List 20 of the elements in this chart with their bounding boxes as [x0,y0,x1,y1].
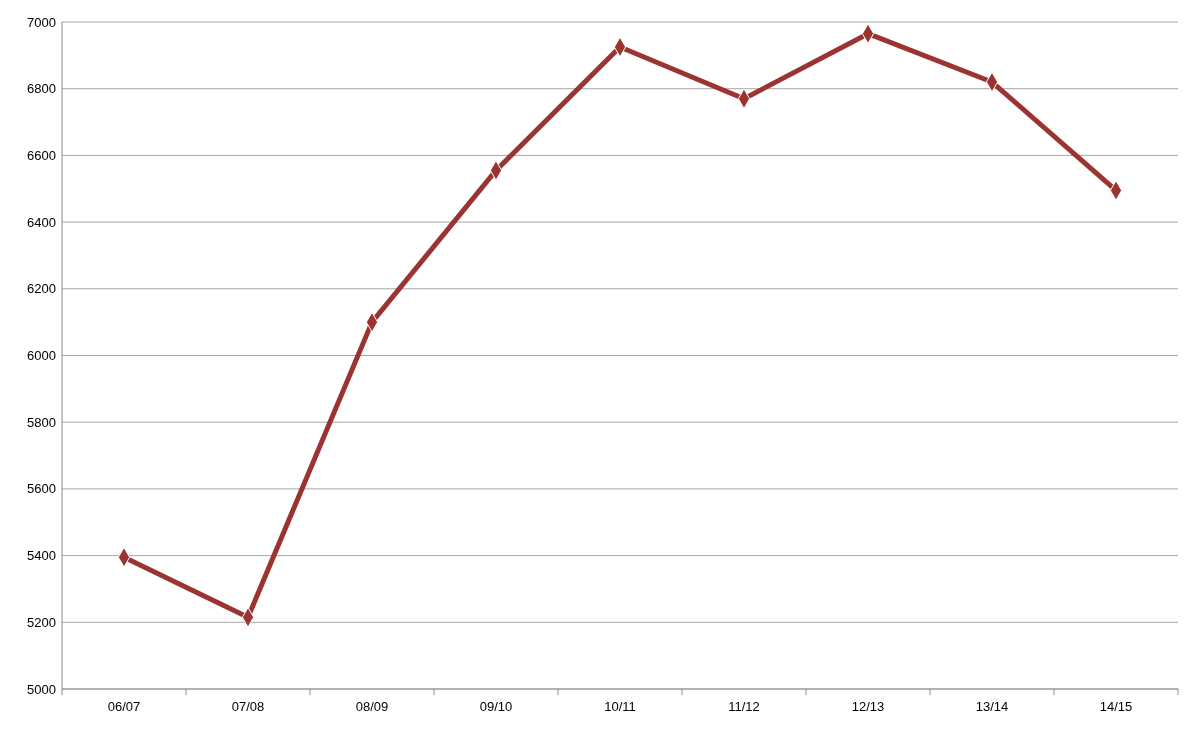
y-tick-label: 5400 [27,548,56,564]
y-tick-label: 5600 [27,481,56,497]
x-tick-label: 06/07 [107,699,141,714]
y-tick-label: 6000 [27,348,56,364]
x-tick-label: 10/11 [604,699,636,714]
y-tick-label: 5200 [27,614,56,630]
y-tick-label: 7000 [27,14,56,30]
y-tick-label: 6200 [27,281,56,297]
y-tick-label: 6400 [27,214,56,230]
x-tick-label: 14/15 [1099,699,1133,714]
x-tick-label: 13/14 [975,699,1009,714]
x-tick-label: 12/13 [851,699,885,714]
x-tick-label: 11/12 [728,699,760,714]
y-tick-label: 6800 [27,81,56,97]
x-tick-label: 09/10 [479,699,513,714]
y-tick-label: 5000 [27,681,56,697]
x-tick-label: 08/09 [355,699,389,714]
y-tick-label: 5800 [27,414,56,430]
x-tick-label: 07/08 [231,699,265,714]
y-tick-label: 6600 [27,147,56,163]
